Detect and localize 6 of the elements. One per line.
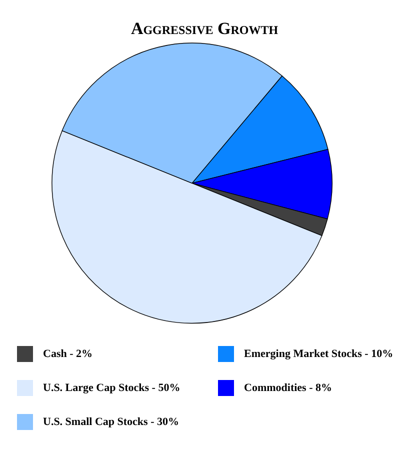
legend-label: U.S. Small Cap Stocks - 30% (43, 416, 179, 428)
legend-label: Commodities - 8% (244, 382, 332, 394)
chart-title: Aggressive Growth (130, 18, 279, 38)
legend-label: U.S. Large Cap Stocks - 50% (43, 382, 180, 394)
legend-label: Emerging Market Stocks - 10% (244, 348, 394, 360)
legend-label: Cash - 2% (43, 348, 93, 360)
